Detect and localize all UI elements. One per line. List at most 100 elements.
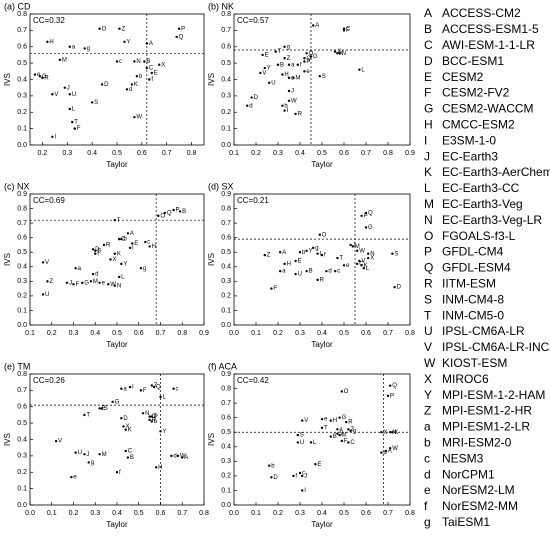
y-tick-label: 0.5: [221, 249, 231, 256]
x-tick-label: 0.7: [156, 330, 166, 337]
point: [181, 456, 184, 459]
point: [349, 243, 352, 247]
y-tick-label: 0.5: [221, 429, 231, 436]
point-label: H: [49, 39, 53, 45]
x-tick-label: 0.5: [339, 510, 349, 517]
legend-name: IPSL-CM6A-LR: [442, 324, 525, 338]
x-tick-label: 0.7: [361, 150, 371, 157]
point-label: C: [350, 440, 355, 446]
point-label: N: [136, 59, 140, 65]
point: [287, 89, 291, 93]
point-label: X: [161, 62, 165, 68]
legend-name: EC-Earth3-CC: [442, 181, 520, 195]
x-tick-label: 0.8: [177, 330, 187, 337]
point-label: F: [344, 439, 348, 445]
point-label: M: [295, 75, 300, 81]
point-label: B: [182, 209, 186, 215]
point: [347, 441, 350, 444]
point-label: I: [132, 385, 134, 391]
y-tick-label: 0.5: [17, 60, 27, 67]
point: [298, 251, 302, 254]
point-label: M: [93, 279, 98, 285]
y-tick-label: 0.8: [17, 205, 27, 212]
point-label: f: [119, 470, 121, 476]
point: [303, 57, 306, 60]
point-label: Y: [126, 39, 130, 45]
point-label: Q: [368, 211, 373, 217]
point: [301, 489, 304, 492]
point: [351, 245, 354, 248]
point-label: W: [110, 282, 116, 288]
point-label: R: [348, 420, 353, 426]
y-tick-label: 0.6: [17, 404, 27, 411]
point: [159, 430, 162, 433]
y-tick-label: 0.1: [221, 125, 231, 132]
point-label: B: [280, 62, 284, 68]
point: [65, 281, 69, 284]
point: [126, 232, 130, 235]
point-label: O: [160, 213, 165, 219]
point-label: I: [304, 488, 306, 494]
x-tick-label: 0.8: [405, 510, 415, 517]
point-label: N: [392, 430, 396, 436]
point: [380, 431, 383, 434]
point: [81, 281, 84, 284]
y-tick-label: 0.4: [17, 264, 27, 271]
point-label: V: [58, 439, 62, 445]
y-tick-label: 0.1: [221, 487, 231, 494]
legend-name: MPI-ESM1-2-HR: [442, 404, 532, 418]
point-label: M: [355, 244, 360, 250]
legend-key: L: [424, 181, 431, 195]
point-label: K: [117, 251, 121, 257]
y-tick-label: 0.7: [221, 400, 231, 407]
point: [270, 287, 273, 290]
y-axis-label: IVS: [3, 73, 12, 86]
y-tick-label: 0.2: [221, 109, 231, 116]
point: [312, 246, 315, 250]
legend-key: M: [424, 197, 434, 211]
point: [364, 211, 368, 215]
point-label: V: [262, 71, 266, 77]
point: [46, 280, 49, 283]
plot-frame: [29, 193, 205, 326]
x-axis-label: Taylor: [106, 160, 128, 169]
legend-key: a: [424, 420, 431, 434]
x-axis-label: Taylor: [106, 520, 128, 529]
legend-name: IPSL-CM6A-LR-INCA: [442, 340, 550, 354]
point: [294, 272, 297, 276]
legend-key: C: [424, 38, 433, 52]
point: [358, 68, 361, 71]
point-label: Z: [350, 427, 354, 433]
point-label: A: [149, 41, 153, 47]
point-label: G: [313, 54, 318, 60]
y-axis-label: IVS: [207, 253, 216, 266]
point: [98, 407, 101, 410]
point-label: M: [62, 57, 67, 63]
point-label: H: [152, 244, 156, 250]
point: [144, 240, 147, 244]
point: [145, 42, 149, 45]
point-label: G: [342, 415, 347, 421]
point: [312, 24, 315, 27]
point: [120, 417, 123, 420]
point: [163, 211, 167, 215]
y-tick-label: 0.1: [17, 307, 27, 314]
point-label: D: [95, 247, 100, 253]
legend-name: EC-Earth3-Veg: [442, 197, 523, 211]
point: [83, 413, 86, 417]
point: [316, 252, 319, 255]
point: [83, 453, 86, 456]
point: [175, 35, 178, 39]
point: [90, 101, 94, 104]
legend-key: W: [424, 356, 436, 370]
legend-name: MPI-ESM-1-2-HAM: [442, 388, 545, 402]
point: [263, 253, 266, 257]
point: [139, 389, 143, 392]
point: [393, 285, 396, 289]
point-label: X: [112, 257, 116, 263]
point: [296, 433, 299, 437]
point: [98, 27, 101, 30]
point-label: A: [388, 449, 392, 455]
legend-key: O: [424, 229, 433, 243]
point: [71, 120, 74, 124]
